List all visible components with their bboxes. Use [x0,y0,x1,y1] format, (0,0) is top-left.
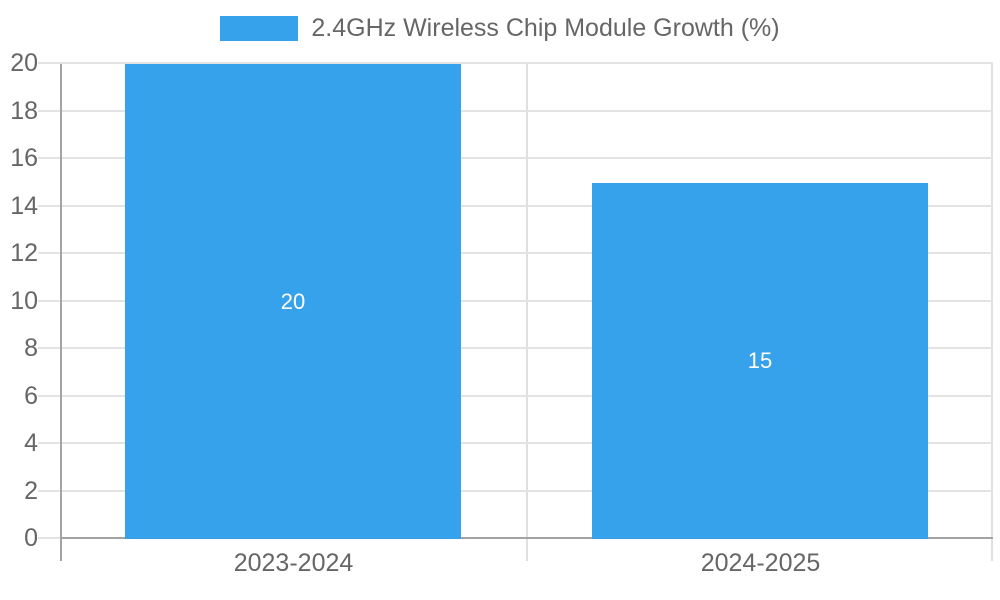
gridline [60,252,993,254]
legend-swatch [220,16,299,41]
y-tick-label: 14 [10,192,38,220]
x-tick-label: 2024-2025 [700,549,821,577]
gridline [60,157,993,159]
gridline [60,395,993,397]
y-tick-label: 16 [10,144,38,172]
y-tick-mark [38,62,60,64]
legend-label: 2.4GHz Wireless Chip Module Growth (%) [311,14,780,42]
bar-value-label: 15 [747,348,773,373]
y-tick-label: 12 [10,239,38,267]
y-tick-mark [38,205,60,207]
gridline [60,110,993,112]
gridline [60,205,993,207]
y-tick-label: 8 [24,334,38,362]
bar-2023-2024[interactable]: 20 [125,64,461,539]
gridline [60,347,993,349]
y-tick-mark [38,110,60,112]
gridline [60,62,993,64]
y-tick-label: 2 [24,477,38,505]
gridline [60,300,993,302]
y-tick-mark [38,537,60,539]
gridline [60,490,993,492]
bar-value-label: 20 [280,288,306,314]
y-tick-mark [38,157,60,159]
y-tick-label: 10 [10,287,38,315]
y-tick-mark [38,395,60,397]
x-tick-label: 2023-2024 [233,549,354,577]
category-divider-line [526,64,528,561]
plot-right-border-line [991,64,993,561]
gridline [60,442,993,444]
y-tick-mark [38,252,60,254]
y-tick-label: 18 [10,97,38,125]
y-axis-line [60,64,62,561]
plot-area: 20 15 [38,62,993,561]
y-tick-mark [38,347,60,349]
y-tick-mark [38,442,60,444]
y-tick-label: 20 [10,49,38,77]
chart-legend[interactable]: 2.4GHz Wireless Chip Module Growth (%) [0,16,1000,41]
y-tick-mark [38,300,60,302]
y-tick-mark [38,490,60,492]
y-tick-label: 4 [24,429,38,457]
zero-gridline [60,537,993,539]
y-tick-label: 6 [24,382,38,410]
bar-2024-2025[interactable]: 15 [592,183,928,539]
y-tick-label: 0 [24,524,38,552]
